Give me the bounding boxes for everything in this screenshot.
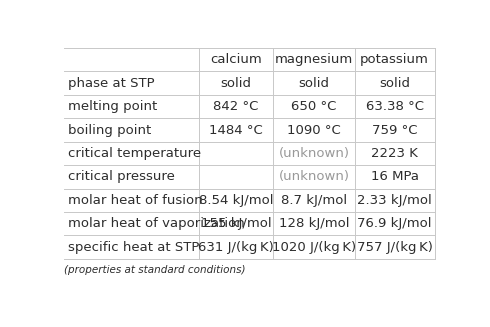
Text: 1020 J/(kg K): 1020 J/(kg K) bbox=[272, 241, 356, 254]
Text: (unknown): (unknown) bbox=[278, 147, 349, 160]
Text: phase at STP: phase at STP bbox=[68, 77, 155, 90]
Text: (properties at standard conditions): (properties at standard conditions) bbox=[64, 265, 246, 275]
Text: (unknown): (unknown) bbox=[278, 170, 349, 183]
Text: 2.33 kJ/mol: 2.33 kJ/mol bbox=[357, 194, 432, 207]
Text: critical temperature: critical temperature bbox=[68, 147, 201, 160]
Text: molar heat of vaporization: molar heat of vaporization bbox=[68, 217, 245, 230]
Text: 2223 K: 2223 K bbox=[371, 147, 418, 160]
Text: 155 kJ/mol: 155 kJ/mol bbox=[201, 217, 271, 230]
Text: 759 °C: 759 °C bbox=[372, 124, 417, 136]
Text: potassium: potassium bbox=[360, 53, 429, 66]
Text: specific heat at STP: specific heat at STP bbox=[68, 241, 199, 254]
Text: 8.54 kJ/mol: 8.54 kJ/mol bbox=[199, 194, 273, 207]
Text: solid: solid bbox=[379, 77, 410, 90]
Text: 1090 °C: 1090 °C bbox=[287, 124, 341, 136]
Text: 16 MPa: 16 MPa bbox=[370, 170, 418, 183]
Text: 128 kJ/mol: 128 kJ/mol bbox=[279, 217, 349, 230]
Text: solid: solid bbox=[298, 77, 329, 90]
Text: critical pressure: critical pressure bbox=[68, 170, 175, 183]
Text: calcium: calcium bbox=[210, 53, 262, 66]
Text: magnesium: magnesium bbox=[275, 53, 353, 66]
Text: molar heat of fusion: molar heat of fusion bbox=[68, 194, 203, 207]
Text: melting point: melting point bbox=[68, 100, 157, 113]
Text: 1484 °C: 1484 °C bbox=[209, 124, 263, 136]
Text: 63.38 °C: 63.38 °C bbox=[366, 100, 424, 113]
Text: boiling point: boiling point bbox=[68, 124, 151, 136]
Text: solid: solid bbox=[220, 77, 252, 90]
Text: 842 °C: 842 °C bbox=[214, 100, 259, 113]
Text: 650 °C: 650 °C bbox=[291, 100, 337, 113]
Text: 76.9 kJ/mol: 76.9 kJ/mol bbox=[357, 217, 432, 230]
Text: 8.7 kJ/mol: 8.7 kJ/mol bbox=[281, 194, 347, 207]
Text: 631 J/(kg K): 631 J/(kg K) bbox=[198, 241, 274, 254]
Text: 757 J/(kg K): 757 J/(kg K) bbox=[357, 241, 433, 254]
